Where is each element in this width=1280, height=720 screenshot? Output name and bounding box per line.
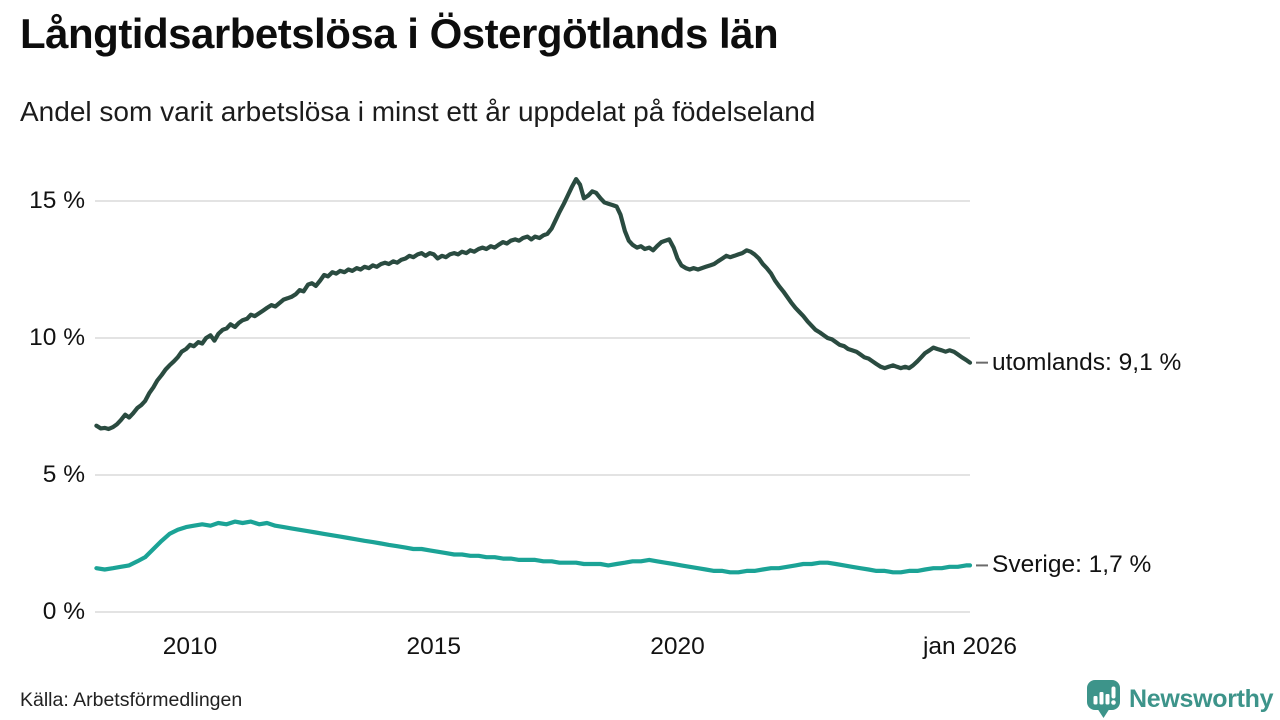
source-note: Källa: Arbetsförmedlingen (20, 689, 243, 711)
x-tick-label: 2015 (406, 633, 461, 660)
y-tick-label: 15 % (29, 187, 85, 214)
y-tick-label: 0 % (42, 598, 85, 625)
chart-title: Långtidsarbetslösa i Östergötlands län (20, 10, 779, 57)
newsworthy-logo: Newsworthy (1086, 679, 1274, 718)
newsworthy-wordmark: Newsworthy (1129, 685, 1274, 713)
x-tick-label: jan 2026 (922, 633, 1017, 660)
y-tick-label: 10 % (29, 324, 85, 351)
series-label-utomlands: utomlands: 9,1 % (992, 348, 1182, 376)
chart-subtitle: Andel som varit arbetslösa i minst ett å… (20, 96, 816, 127)
x-tick-label: 2010 (162, 633, 218, 660)
newsworthy-chart-bubble-icon (1087, 680, 1120, 718)
series-label-sverige: Sverige: 1,7 % (992, 551, 1152, 579)
y-tick-label: 5 % (42, 461, 85, 488)
x-tick-label: 2020 (650, 633, 705, 660)
